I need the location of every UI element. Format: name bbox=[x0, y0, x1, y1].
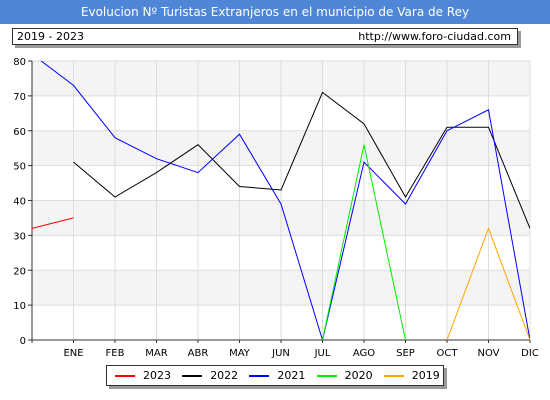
y-tick-label: 40 bbox=[13, 197, 26, 208]
x-tick-label: MAY bbox=[229, 348, 251, 359]
legend: 2023 2022 2021 2020 2019 bbox=[106, 365, 444, 386]
legend-label: 2021 bbox=[277, 369, 306, 382]
legend-swatch bbox=[316, 375, 337, 377]
legend-label: 2020 bbox=[344, 369, 373, 382]
legend-label: 2019 bbox=[411, 369, 440, 382]
series-line-2023 bbox=[32, 217, 74, 229]
y-tick-label: 70 bbox=[13, 92, 26, 103]
legend-swatch bbox=[115, 375, 135, 377]
x-tick-label: AGO bbox=[353, 348, 375, 359]
y-tick-label: 60 bbox=[13, 127, 26, 138]
y-tick-label: 80 bbox=[13, 57, 26, 68]
series-line-2019 bbox=[446, 226, 530, 340]
x-tick-label: JUL bbox=[314, 348, 331, 359]
y-tick-label: 10 bbox=[13, 301, 26, 312]
y-tick-label: 30 bbox=[13, 231, 26, 242]
info-bar: 2019 - 2023 http://www.foro-ciudad.com bbox=[12, 28, 518, 45]
legend-label: 2022 bbox=[210, 369, 239, 382]
x-tick-label: FEB bbox=[106, 348, 125, 359]
year-range: 2019 - 2023 bbox=[17, 30, 84, 43]
source-url: http://www.foro-ciudad.com bbox=[358, 30, 511, 43]
x-tick-label: DIC bbox=[521, 348, 539, 359]
series-line-2020 bbox=[322, 144, 406, 340]
legend-label: 2023 bbox=[143, 369, 171, 382]
series-line-2021 bbox=[40, 61, 530, 340]
x-tick-label: SEP bbox=[396, 348, 415, 359]
x-tick-label: ABR bbox=[188, 348, 209, 359]
legend-swatch bbox=[249, 375, 270, 377]
y-tick-label: 50 bbox=[13, 162, 26, 173]
y-tick-label: 20 bbox=[13, 266, 26, 277]
legend-swatch bbox=[383, 375, 404, 377]
series-group bbox=[32, 61, 530, 340]
y-tick-label: 0 bbox=[20, 336, 26, 347]
x-tick-label: JUN bbox=[271, 348, 290, 359]
x-tick-label: MAR bbox=[145, 348, 167, 359]
x-tick-label: OCT bbox=[437, 348, 459, 359]
legend-swatch bbox=[182, 375, 203, 377]
x-tick-label: NOV bbox=[477, 348, 499, 359]
chart-title: Evolucion Nº Turistas Extranjeros en el … bbox=[0, 0, 550, 24]
x-tick-label: ENE bbox=[63, 348, 83, 359]
